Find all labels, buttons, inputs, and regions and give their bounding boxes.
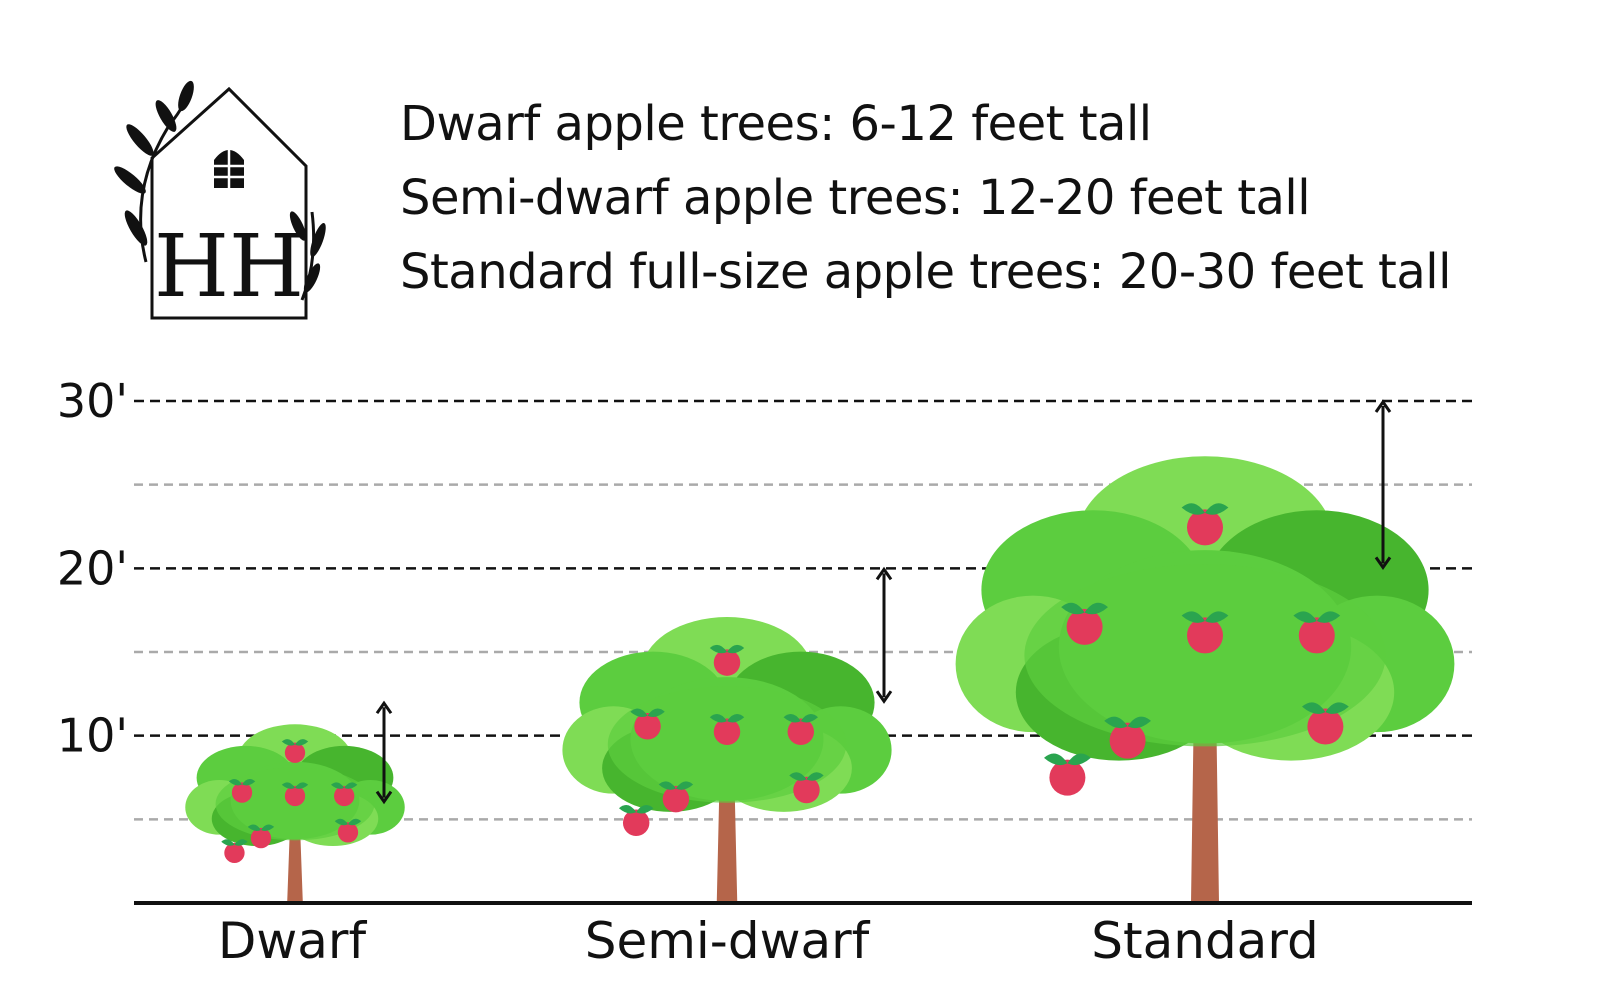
apple-leaf (347, 818, 362, 826)
apple-leaf (1205, 503, 1229, 515)
logo-text: HH (154, 217, 304, 317)
apple (1187, 617, 1223, 654)
apple-leaf (1127, 716, 1151, 729)
y-tick-label: 30' (57, 374, 128, 428)
apple-leaf (618, 805, 637, 814)
category-label: Standard (1091, 912, 1318, 970)
tree-trunk (245, 786, 345, 903)
category-labels: Dwarf Semi-dwarf Standard (218, 912, 1319, 970)
range-arrow-head-top (375, 700, 393, 715)
apple-leaf (1181, 611, 1205, 623)
apple (1298, 617, 1335, 654)
apple (231, 782, 253, 803)
apple-leaf (295, 739, 309, 746)
trees (185, 456, 1455, 903)
apple-leaf (260, 824, 275, 831)
apple-leaf (630, 708, 648, 718)
apple-leaf (344, 782, 358, 789)
apple-leaf (806, 772, 824, 781)
apple-leaf (727, 644, 745, 654)
apple-leaf (709, 714, 727, 723)
apple-leaf (242, 778, 256, 786)
apple (1109, 722, 1146, 759)
apple-tree (185, 724, 405, 903)
apple (334, 785, 355, 807)
apple-leaf (1084, 602, 1108, 615)
range-arrow-head-bottom (375, 790, 393, 805)
apple-leaf (228, 778, 243, 786)
apple (787, 718, 815, 745)
range-arrow-head-top (875, 566, 893, 581)
left-branch-icon (114, 80, 194, 263)
description-dwarf: Dwarf apple trees: 6-12 feet tall (400, 96, 1152, 152)
apple (662, 785, 690, 813)
range-arrow-head-bottom (1374, 556, 1392, 570)
apple-leaf (658, 781, 676, 790)
range-arrow (1374, 399, 1392, 570)
apple-leaf (221, 839, 235, 846)
apple (634, 713, 661, 740)
range-arrow (375, 700, 393, 805)
apple-leaf (1044, 753, 1068, 766)
house-outline-icon (150, 86, 308, 320)
apple-leaf (800, 714, 818, 723)
apple (284, 785, 306, 807)
apple-tree (562, 617, 892, 903)
range-arrow-head-top (1374, 399, 1392, 413)
apple-leaf (709, 644, 727, 654)
category-label: Dwarf (218, 912, 368, 970)
apple-leaf (783, 714, 801, 723)
tree-trunk (1093, 612, 1317, 903)
apple (1066, 608, 1103, 645)
apple-leaf (727, 714, 745, 723)
apple-leaf (1316, 611, 1341, 623)
apple-leaf (281, 782, 295, 789)
right-branch-icon (289, 211, 326, 301)
apple (224, 842, 245, 864)
apple (284, 742, 306, 763)
description-semi-dwarf: Semi-dwarf apple trees: 12-20 feet tall (400, 170, 1311, 226)
apple (793, 776, 820, 804)
apple (713, 649, 741, 676)
y-axis-labels: 10' 20' 30' (57, 374, 128, 763)
apple-leaf (1181, 503, 1205, 515)
apple-leaf (1302, 702, 1326, 714)
apple-leaf (1325, 702, 1349, 714)
y-tick-label: 10' (57, 709, 128, 763)
apple (337, 822, 359, 843)
tree-trunk (653, 717, 801, 903)
apple-leaf (1061, 602, 1085, 615)
apple (622, 809, 650, 837)
description-standard: Standard full-size apple trees: 20-30 fe… (400, 244, 1451, 300)
apple-leaf (295, 782, 309, 789)
apple-leaf (1104, 716, 1128, 729)
apple-leaf (334, 818, 348, 826)
range-arrows (375, 399, 1392, 805)
apple (1307, 708, 1344, 745)
category-label: Semi-dwarf (585, 912, 871, 970)
apple-leaf (647, 708, 665, 718)
window-icon (214, 150, 244, 188)
apple-leaf (234, 839, 248, 846)
apple-leaf (675, 781, 694, 790)
range-arrow-head-bottom (875, 690, 893, 704)
apple-leaf (1067, 753, 1091, 766)
range-arrow (875, 566, 893, 704)
apple (1187, 509, 1223, 546)
apple-leaf (636, 805, 654, 814)
foliage-blob (1024, 564, 1386, 747)
apple (250, 827, 272, 849)
y-tick-label: 20' (57, 541, 128, 595)
apple-leaf (1293, 611, 1317, 623)
apple-leaf (1205, 611, 1229, 623)
apple-leaf (281, 739, 295, 746)
apple-leaf (247, 824, 261, 831)
apple (713, 718, 741, 745)
apple (1049, 759, 1086, 796)
apple-tree (955, 456, 1455, 903)
apple-leaf (789, 772, 807, 781)
apple-leaf (330, 782, 345, 789)
logo: HH (114, 80, 326, 320)
